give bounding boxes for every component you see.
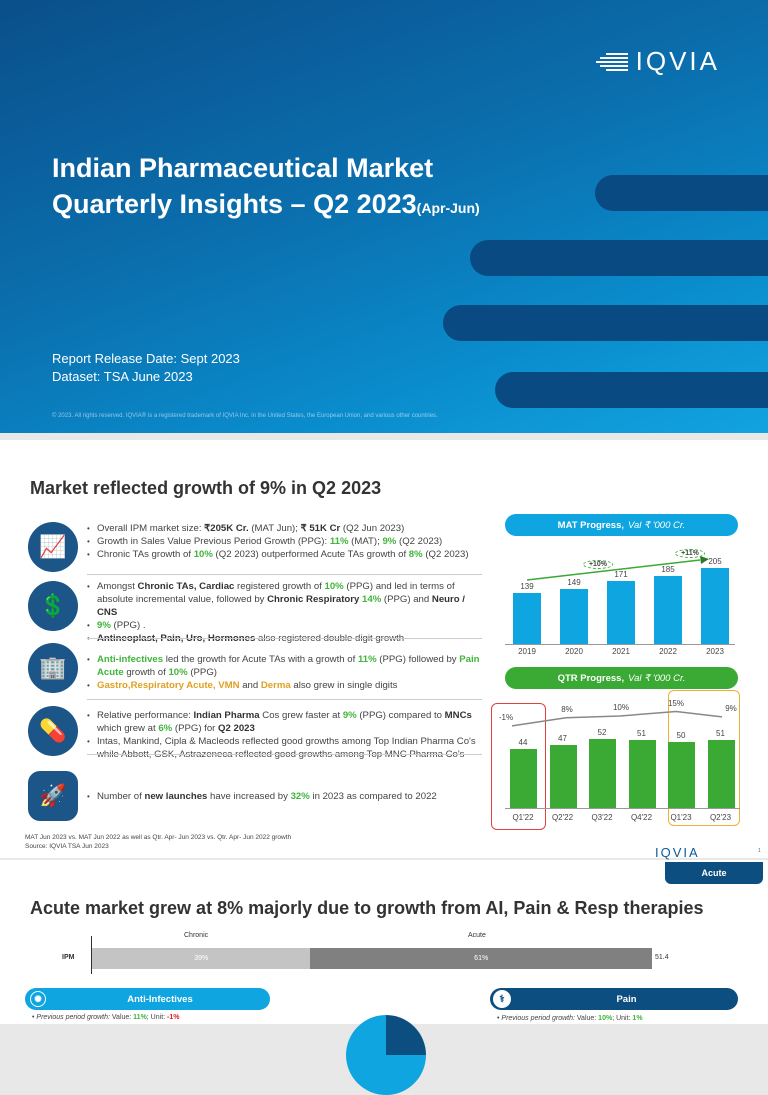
medicine-icon: 💊 [28,706,78,756]
growth-chart-icon: 📈 [28,522,78,572]
qtr-value-label: 44 [518,738,528,748]
launch-bullets: Number of new launches have increased by… [87,790,482,803]
pie-chart [346,1015,426,1095]
qtr-quarter-label: Q1'22 [512,813,534,822]
mat-year-label: 2020 [565,647,583,656]
qtr-growth-label: 15% [667,698,684,708]
qtr-bar [589,738,616,808]
title-line-2: Quarterly Insights – Q2 2023 [52,189,417,219]
qtr-value-label: 50 [676,730,686,740]
rocket-icon: 🚀 [28,771,78,821]
mat-year-label: 2019 [518,647,536,656]
page-title: Acute market grew at 8% majorly due to g… [30,898,704,918]
qtr-quarter-label: Q3'22 [591,813,613,822]
decorative-stripe [595,175,768,211]
mat-year-label: 2021 [612,647,630,656]
mat-value-label: 149 [567,577,581,587]
qtr-progress-header: QTR Progress, Val ₹ '000 Cr. [505,667,738,689]
iqvia-logo: IQVIA [595,46,720,77]
mat-year-label: 2022 [659,647,677,656]
qtr-growth-label: 8% [561,704,573,714]
anti-infectives-header: ✺ Anti-Infectives [25,988,270,1010]
acute-legend: Acute [468,932,486,939]
qtr-bar [668,741,695,808]
mat-value-label: 171 [614,569,628,579]
ai-growth-text: • Previous period growth: Value: 11%; Un… [32,1014,180,1021]
qtr-value-label: 51 [716,729,725,739]
mat-growth-annotation: +10% [583,560,613,569]
building-icon: 🏢 [28,643,78,693]
logo-lines-icon [595,52,628,71]
footnote: MAT Jun 2023 vs. MAT Jun 2022 as well as… [25,834,292,841]
acute-page: Acute Acute market grew at 8% majorly du… [0,860,768,1095]
logo-text: IQVIA [635,46,720,76]
page-number: 1 [758,848,761,854]
qtr-value-label: 52 [597,727,607,737]
chronic-legend: Chronic [184,932,209,939]
qtr-growth-label: 9% [725,703,737,713]
qtr-bar [510,749,537,808]
iqvia-logo-small: IQVIA [655,845,700,860]
mat-progress-header: MAT Progress, Val ₹ '000 Cr. [505,514,738,536]
qtr-bar [628,740,656,808]
dataset: Dataset: TSA June 2023 [52,369,193,384]
virus-icon: ✺ [30,991,46,1007]
qtr-growth-label: 10% [612,703,629,712]
cover-page: IQVIA Indian Pharmaceutical Market Quart… [0,0,768,433]
mat-growth-annotation: +11% [675,549,705,558]
caduceus-icon: ⚕ [493,990,511,1008]
qtr-quarter-label: Q1'23 [670,813,692,822]
title-line-1: Indian Pharmaceutical Market [52,153,434,183]
decorative-stripe [495,372,768,408]
qtr-bar [549,745,577,808]
copyright: © 2023. All rights reserved. IQVIA® is a… [52,413,438,419]
chronic-bullets: Amongst Chronic TAs, Cardiac registered … [87,580,482,645]
decorative-stripe [470,240,768,276]
mat-bar [654,575,682,644]
title-suffix: (Apr-Jun) [416,200,480,216]
release-date: Report Release Date: Sept 2023 [52,351,240,366]
mat-bar [701,568,729,644]
qtr-axis [505,808,740,809]
mat-year-label: 2023 [706,647,724,656]
qtr-quarter-label: Q4'22 [630,813,653,822]
mat-trend-arrow [526,556,709,581]
source-note: Source: IQVIA TSA Jun 2023 [25,843,109,850]
ipm-chronic-segment: 39% [92,948,311,969]
mat-value-label: 205 [708,557,722,567]
mat-bar [513,592,541,644]
ipm-total: 51.4 [655,954,669,961]
pain-growth-text: • Previous period growth: Value: 10%; Un… [497,1015,643,1022]
mat-bar [607,580,635,644]
report-title: Indian Pharmaceutical Market Quarterly I… [52,150,480,226]
ipm-label: IPM [62,954,75,961]
decorative-stripe [443,305,768,341]
mat-value-label: 185 [661,564,675,574]
qtr-growth-label: -1% [498,712,514,722]
acute-tab[interactable]: Acute [665,862,763,884]
pain-header: ⚕ Pain [490,988,738,1010]
money-people-icon: 💲 [28,581,78,631]
qtr-bar [707,740,735,808]
market-size-bullets: Overall IPM market size: ₹205K Cr. (MAT … [87,522,482,561]
ipm-acute-segment: 61% [310,948,652,969]
q1-22-highlight [491,703,546,830]
qtr-quarter-label: Q2'22 [551,813,574,822]
page-title: Market reflected growth of 9% in Q2 2023 [30,478,382,498]
mat-axis [505,644,735,645]
qtr-value-label: 51 [637,729,646,739]
mat-value-label: 139 [520,581,534,591]
qtr-quarter-label: Q2'23 [709,813,732,822]
mat-bar [560,588,588,644]
acute-bullets: Anti-infectives led the growth for Acute… [87,653,482,692]
qtr-value-label: 47 [558,734,567,744]
summary-page: Market reflected growth of 9% in Q2 2023… [0,440,768,860]
